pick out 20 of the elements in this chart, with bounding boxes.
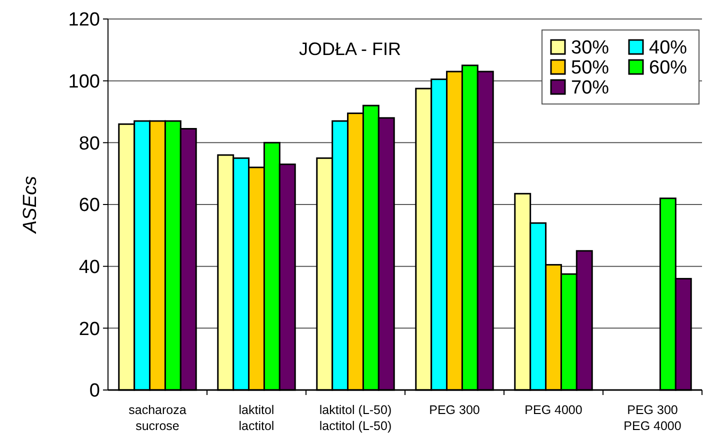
legend-label: 40% xyxy=(649,38,688,59)
x-tick-label: laktitol lactitol xyxy=(238,403,274,433)
legend-label: 50% xyxy=(571,58,610,79)
x-tick-label: sacharoza sucrose xyxy=(128,403,186,433)
legend-label: 70% xyxy=(571,78,610,99)
x-tick-label: PEG 300 xyxy=(429,403,480,417)
x-tick-label: PEG 4000 xyxy=(524,403,582,417)
text: JODŁA - FIR xyxy=(298,39,402,59)
legend-label: 30% xyxy=(571,38,610,59)
legend-label: 60% xyxy=(649,58,688,79)
y-axis-title: ASEcs xyxy=(20,175,41,234)
y-tick-label: 80 xyxy=(78,133,100,154)
x-tick-label: PEG 300 PEG 4000 xyxy=(624,403,682,433)
y-tick-label: 0 xyxy=(89,380,100,402)
y-tick-label: 60 xyxy=(78,195,100,216)
y-tick-label: 40 xyxy=(78,256,100,278)
x-tick-label: laktitol (L-50) lactitol (L-50) xyxy=(319,403,392,433)
y-tick-label: 20 xyxy=(78,318,100,340)
y-tick-label: 120 xyxy=(68,10,100,31)
y-tick-label: 100 xyxy=(68,71,100,92)
